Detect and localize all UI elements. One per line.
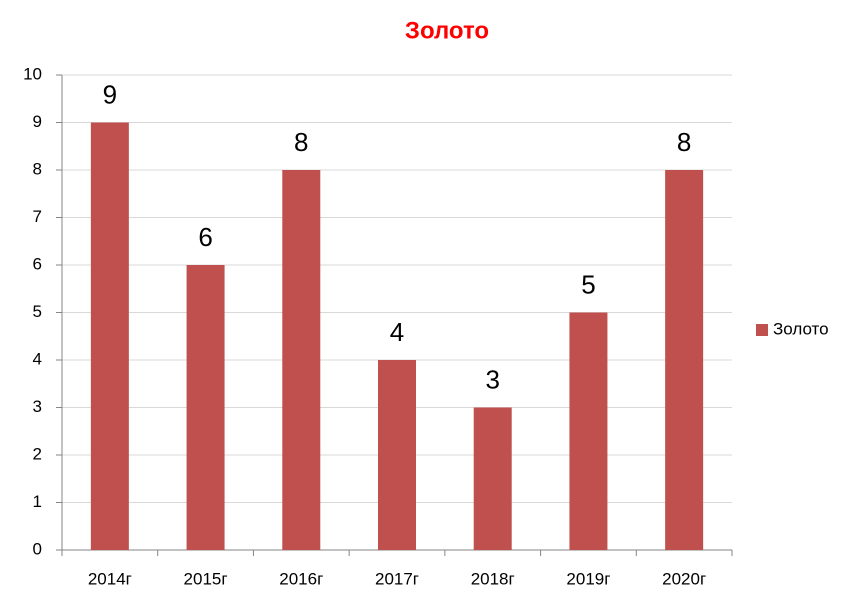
y-tick-label: 7 bbox=[33, 207, 42, 226]
bar bbox=[473, 407, 512, 550]
bar bbox=[665, 170, 704, 550]
y-tick-label: 0 bbox=[33, 539, 42, 558]
data-label: 8 bbox=[294, 127, 308, 157]
x-tick-label: 2017г bbox=[375, 569, 419, 588]
x-tick-label: 2016г bbox=[279, 569, 323, 588]
y-tick-label: 8 bbox=[33, 159, 42, 178]
y-tick-label: 1 bbox=[33, 492, 42, 511]
x-tick-label: 2014г bbox=[88, 569, 132, 588]
bar bbox=[90, 122, 129, 550]
y-tick-label: 2 bbox=[33, 444, 42, 463]
data-label: 5 bbox=[581, 269, 595, 299]
bar bbox=[569, 312, 608, 550]
data-label: 8 bbox=[677, 127, 691, 157]
bar bbox=[378, 360, 416, 550]
x-tick-label: 2018г bbox=[471, 569, 515, 588]
y-tick-label: 9 bbox=[33, 112, 42, 131]
data-label: 6 bbox=[198, 222, 212, 252]
x-tick-label: 2019г bbox=[566, 569, 610, 588]
data-label: 4 bbox=[390, 317, 404, 347]
data-label: 9 bbox=[103, 79, 117, 109]
bar bbox=[282, 170, 321, 550]
y-tick-label: 5 bbox=[33, 302, 42, 321]
legend-label: Золото bbox=[773, 319, 829, 338]
legend-swatch bbox=[756, 324, 768, 336]
y-tick-label: 6 bbox=[33, 254, 42, 273]
x-tick-label: 2020г bbox=[662, 569, 706, 588]
x-tick-label: 2015г bbox=[184, 569, 228, 588]
chart-title: Золото bbox=[405, 17, 489, 44]
y-tick-label: 3 bbox=[33, 397, 42, 416]
y-tick-label: 10 bbox=[23, 64, 42, 83]
y-tick-label: 4 bbox=[33, 349, 42, 368]
bar bbox=[186, 265, 225, 550]
data-label: 3 bbox=[485, 364, 499, 394]
